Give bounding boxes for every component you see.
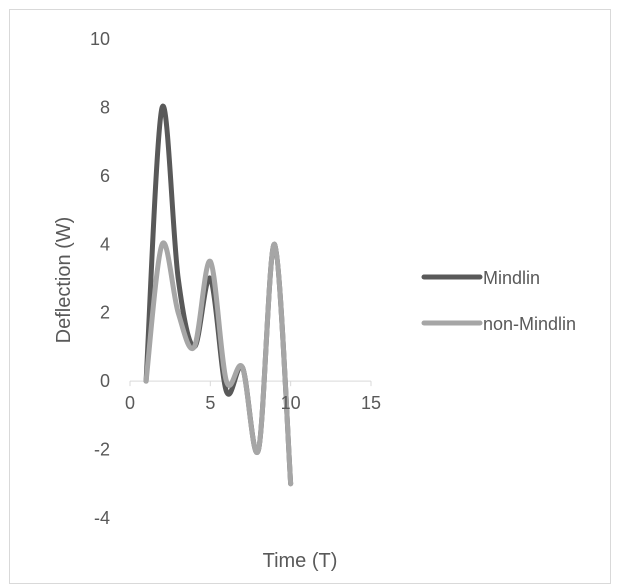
x-tick-label: 10 [281, 393, 301, 413]
y-tick-label: -2 [94, 440, 110, 460]
y-tick-label: 2 [100, 303, 110, 323]
y-tick-label: 0 [100, 371, 110, 391]
series-line-non-mindlin [143, 240, 294, 487]
y-tick-label: 4 [100, 234, 110, 254]
y-tick-label: 10 [90, 29, 110, 49]
labels-layer: 0 5 10 15 10 8 6 4 2 0 -2 -4 Time (T) Deflection (W) [53, 29, 381, 572]
legend-label-non-mindlin: non-Mindlin [483, 314, 576, 334]
y-tick-label: -4 [94, 508, 110, 528]
x-tick-label: 15 [361, 393, 381, 413]
x-tick-label: 0 [125, 393, 135, 413]
y-axis-title: Deflection (W) [53, 217, 75, 344]
y-tick-label: 8 [100, 97, 110, 117]
x-tick-label: 5 [205, 393, 215, 413]
x-axis-title: Time (T) [263, 550, 338, 572]
chart-frame [9, 9, 611, 584]
y-tick-label: 6 [100, 166, 110, 186]
series-layer [143, 103, 294, 487]
legend-label-mindlin: Mindlin [483, 268, 540, 288]
legend: Mindlin non-Mindlin [421, 268, 576, 334]
axes-layer [129, 380, 372, 387]
